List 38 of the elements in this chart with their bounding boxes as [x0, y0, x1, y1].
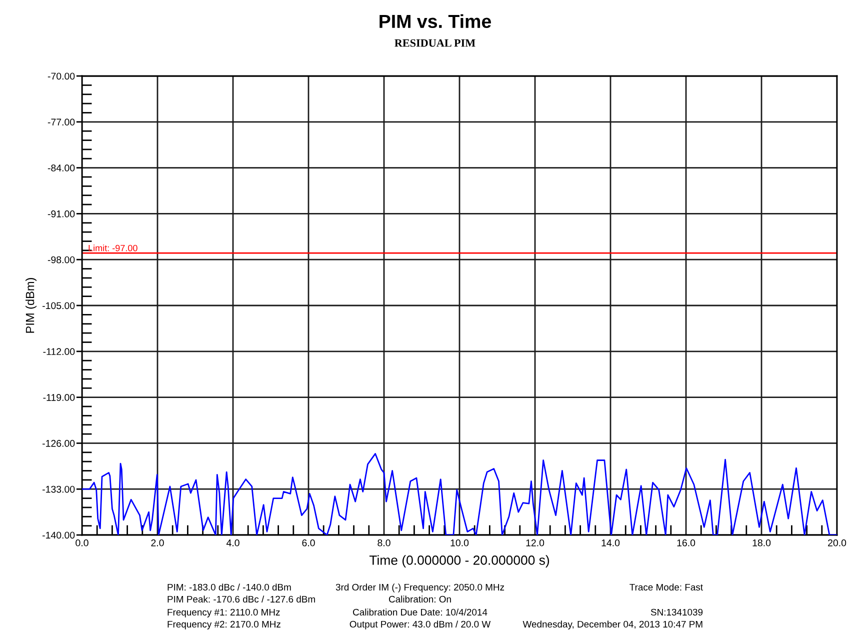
- x-tick-label: 0.0: [76, 539, 88, 546]
- y-tick-label: -112.00: [43, 348, 75, 356]
- chart-subtitle: RESIDUAL PIM: [394, 39, 476, 47]
- text: Wednesday, December 04, 2013 10:47 PM: [522, 620, 702, 630]
- x-tick-label: 2.0: [151, 539, 164, 546]
- y-tick-label: -98.00: [48, 256, 75, 264]
- text: SN:1341039: [650, 608, 703, 616]
- y-tick-label: -91.00: [48, 210, 75, 218]
- ref-line-label: Limit: -97.00: [88, 244, 138, 252]
- y-tick-label: -140.00: [42, 532, 75, 539]
- text: Calibration Due Date: 10/4/2014: [353, 608, 488, 616]
- y-tick-label: -105.00: [42, 302, 75, 310]
- text: Frequency #2: 2170.0 MHz: [168, 620, 280, 630]
- text: Trace Mode: Fast: [630, 584, 703, 591]
- chart-title: PIM vs. Time: [380, 14, 491, 28]
- y-axis-title: PIM (dBm): [26, 278, 37, 333]
- text: 3rd Order IM (-) Frequency: 2050.0 MHz: [336, 584, 504, 592]
- y-tick-label: -84.00: [48, 164, 75, 172]
- text: Calibration: On: [388, 596, 451, 603]
- x-tick-label: 20.0: [828, 539, 846, 546]
- text: PIM Peak: -170.6 dBc / -127.6 dBm: [168, 596, 315, 603]
- y-tick-label: -119.00: [43, 394, 75, 401]
- x-axis-title: Time (0.000000 - 20.000000 s): [369, 555, 550, 568]
- y-tick-label: -77.00: [48, 118, 75, 126]
- text: Output Power: 43.0 dBm / 20.0 W: [350, 620, 491, 630]
- x-tick-label: 8.0: [378, 539, 390, 546]
- y-tick-label: -126.00: [42, 440, 75, 447]
- x-tick-label: 16.0: [677, 539, 696, 546]
- text: PIM: -183.0 dBc / -140.0 dBm: [168, 584, 291, 591]
- y-tick-label: -133.00: [42, 486, 75, 493]
- y-tick-label: -70.00: [48, 72, 75, 80]
- text: Frequency #1: 2110.0 MHz: [168, 608, 280, 618]
- x-tick-label: 6.0: [302, 539, 315, 546]
- x-tick-label: 12.0: [526, 539, 544, 546]
- x-tick-label: 14.0: [602, 539, 620, 546]
- x-tick-label: 18.0: [752, 539, 771, 546]
- x-tick-label: 10.0: [450, 539, 469, 546]
- x-tick-label: 4.0: [226, 539, 240, 546]
